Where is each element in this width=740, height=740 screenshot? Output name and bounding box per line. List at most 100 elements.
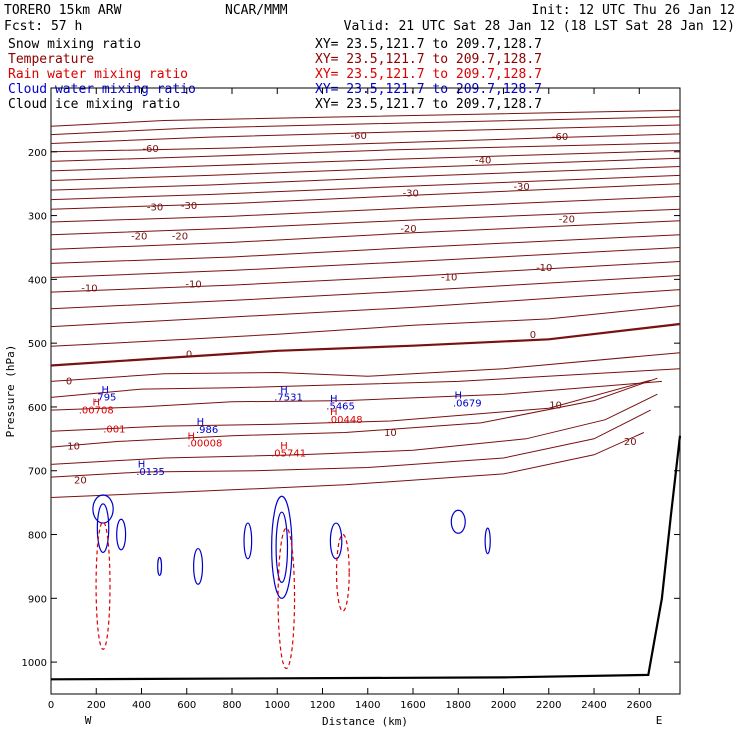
- y-tick-label: 300: [28, 212, 47, 223]
- isotherm-line: [50, 150, 681, 172]
- isotherm-line: [50, 289, 681, 328]
- isotherm-line: [50, 195, 681, 223]
- isotherm-label: -30: [403, 188, 419, 199]
- max-value-label: .00008: [187, 438, 222, 449]
- isotherm-label: 20: [624, 437, 637, 448]
- isotherm-line: [50, 305, 681, 347]
- isotherm-line: [50, 166, 681, 191]
- y-tick-label: 700: [28, 467, 47, 478]
- y-axis-label: Pressure (hPa): [4, 345, 17, 438]
- max-annotations: H.795H.00708.001H.986H.00008H.0135H.7531…: [79, 385, 482, 478]
- isotherm-line: [50, 368, 681, 398]
- isotherm-label: 10: [384, 428, 397, 439]
- isotherm-label: -20: [172, 232, 188, 243]
- isotherm-label: -60: [142, 144, 158, 155]
- isotherm-label: -20: [559, 214, 575, 225]
- x-tick-label: 2200: [536, 700, 561, 711]
- max-value-label: H: [455, 391, 463, 402]
- isotherm-line: [50, 352, 681, 382]
- field-name: Cloud ice mixing ratio: [8, 97, 180, 112]
- isotherm-line: [50, 208, 681, 236]
- y-tick-label: 1000: [22, 658, 47, 669]
- isotherm-line: [50, 220, 681, 250]
- cloud-water-contour: [157, 556, 163, 576]
- isotherm-line: [50, 174, 681, 201]
- x-tick-label: 1800: [446, 700, 471, 711]
- isotherm-line: [50, 432, 645, 498]
- rain-water-contour: [95, 521, 111, 650]
- cloud-water-contour: [484, 527, 491, 555]
- isotherm-label: -60: [351, 131, 367, 142]
- x-axis-east-label: E: [656, 714, 663, 727]
- isotherm-label: 0: [530, 330, 536, 341]
- x-tick-label: 400: [132, 700, 151, 711]
- isotherm-label: -20: [131, 232, 147, 243]
- field-coords: XY= 23.5,121.7 to 209.7,128.7: [315, 67, 542, 82]
- field-coords: XY= 23.5,121.7 to 209.7,128.7: [315, 82, 542, 97]
- y-tick-label: 600: [28, 403, 47, 414]
- valid-time: Valid: 21 UTC Sat 28 Jan 12 (18 LST Sat …: [344, 19, 735, 34]
- y-tick-label: 400: [28, 275, 47, 286]
- field-name: Snow mixing ratio: [8, 37, 141, 52]
- cloud-water-contour: [271, 495, 293, 599]
- max-value-label: H: [330, 407, 338, 418]
- field-name: Temperature: [8, 52, 94, 67]
- isotherm-line: [50, 116, 681, 136]
- max-value-label: H: [280, 385, 288, 396]
- rain-water-contour: [335, 533, 350, 612]
- field-name: Rain water mixing ratio: [8, 67, 188, 82]
- cloud-water-contour: [243, 522, 253, 560]
- isotherm-label: -20: [400, 224, 416, 235]
- y-tick-label: 500: [28, 339, 47, 350]
- max-value-label: .795: [94, 393, 116, 404]
- max-value-label: H: [102, 385, 110, 396]
- center-title: NCAR/MMM: [225, 3, 288, 18]
- cloud-water-contour: [116, 518, 127, 551]
- forecast-hour: Fcst: 57 h: [4, 19, 82, 34]
- x-tick-label: 1000: [265, 700, 290, 711]
- field-coords: XY= 23.5,121.7 to 209.7,128.7: [315, 52, 542, 67]
- isotherm-line: [50, 124, 681, 144]
- isotherm-line: [50, 379, 651, 432]
- isotherm-label: -60: [552, 132, 568, 143]
- isotherm-label: 20: [74, 475, 87, 486]
- isotherm-line: [50, 234, 681, 264]
- isotherm-line: [50, 393, 658, 465]
- isotherm-line: [50, 142, 681, 162]
- isotherm-label: 0: [186, 350, 192, 361]
- model-title: TORERO 15km ARW: [4, 3, 122, 18]
- isotherm-label: -30: [513, 182, 529, 193]
- field-legend: Snow mixing ratio XY= 23.5,121.7 to 209.7…: [8, 37, 542, 112]
- x-tick-label: 600: [177, 700, 196, 711]
- cloud-water-contour: [92, 494, 114, 524]
- isotherm-line: [50, 322, 681, 367]
- isotherm-label: -10: [441, 272, 457, 283]
- max-value-label: .05741: [271, 449, 306, 460]
- max-value-label: H: [188, 431, 196, 442]
- cloud-water-contour: [193, 547, 204, 585]
- isotherm-label: -40: [475, 156, 491, 167]
- isotherm-label: -10: [81, 283, 97, 294]
- field-name: Cloud water mixing ratio: [8, 82, 196, 97]
- max-value-label: .0679: [453, 398, 482, 409]
- surface-pressure-line: [50, 435, 682, 681]
- field-coords: XY= 23.5,121.7 to 209.7,128.7: [315, 97, 542, 112]
- x-tick-label: 1200: [310, 700, 335, 711]
- x-tick-label: 800: [222, 700, 241, 711]
- x-tick-label: 200: [87, 700, 106, 711]
- terrain-line: [50, 435, 682, 681]
- max-value-label: .5465: [326, 401, 355, 412]
- max-value-label: .986: [196, 425, 218, 436]
- cloud-water-contour: [329, 522, 343, 560]
- isotherm-label: -10: [536, 263, 552, 274]
- rain-water-contour: [277, 527, 296, 670]
- field-coords: XY= 23.5,121.7 to 209.7,128.7: [315, 37, 542, 52]
- y-tick-label: 800: [28, 531, 47, 542]
- isotherm-label: -30: [181, 201, 197, 212]
- x-tick-label: 1400: [355, 700, 380, 711]
- y-tick-label: 200: [28, 148, 47, 159]
- isotherm-line: [50, 380, 662, 411]
- max-value-label: .0135: [136, 467, 165, 478]
- isotherm-label: 0: [66, 376, 72, 387]
